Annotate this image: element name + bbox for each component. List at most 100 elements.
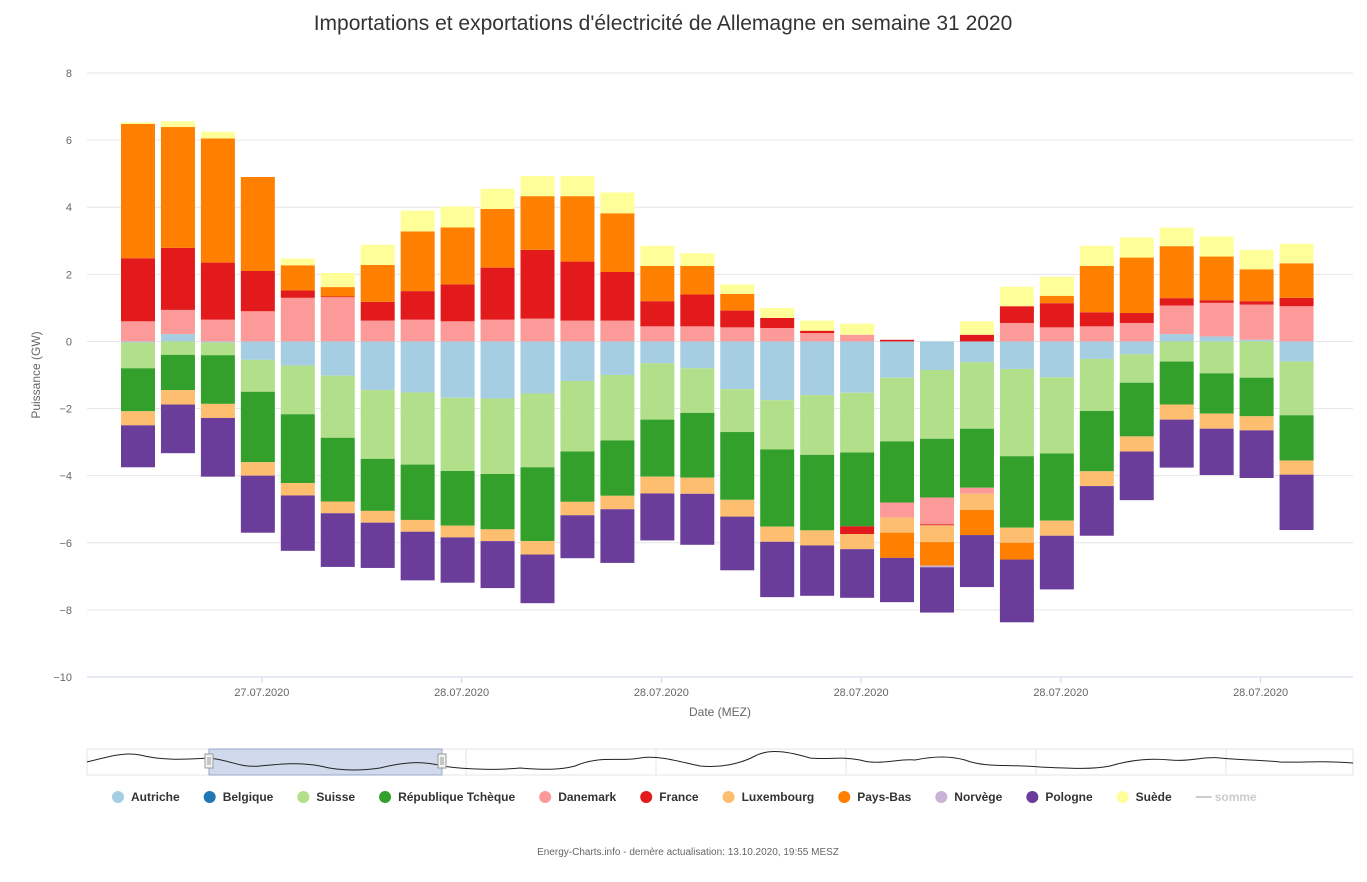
bar-segment-Pays-Bas[interactable] xyxy=(600,213,635,272)
legend-item-République Tchèque[interactable]: République Tchèque xyxy=(379,790,516,804)
bar-segment-République Tchèque[interactable] xyxy=(320,437,355,502)
bar-segment-Pologne[interactable] xyxy=(520,554,555,604)
bar-segment-Autriche[interactable] xyxy=(160,334,195,342)
bar-segment-Luxembourg[interactable] xyxy=(800,530,835,546)
legend-item-Belgique[interactable]: Belgique xyxy=(203,790,274,804)
bar-segment-Norvège[interactable] xyxy=(920,565,954,568)
bar-segment-France[interactable] xyxy=(440,284,475,322)
bar-segment-Suisse[interactable] xyxy=(400,392,435,465)
bar-segment-France[interactable] xyxy=(400,291,435,320)
bar-segment-Luxembourg[interactable] xyxy=(680,477,715,494)
bar-segment-République Tchèque[interactable] xyxy=(121,368,155,412)
bar-segment-République Tchèque[interactable] xyxy=(280,414,315,484)
bar-segment-Danemark[interactable] xyxy=(200,319,235,342)
bar-segment-Pays-Bas[interactable] xyxy=(680,265,715,295)
bar-segment-République Tchèque[interactable] xyxy=(720,432,755,500)
bar-segment-Luxembourg[interactable] xyxy=(1159,404,1194,420)
bar-segment-République Tchèque[interactable] xyxy=(240,391,275,463)
bar-segment-France[interactable] xyxy=(680,294,715,327)
bar-segment-Pologne[interactable] xyxy=(1079,486,1114,536)
bar-segment-Pays-Bas[interactable] xyxy=(720,293,755,311)
bar-segment-Suède[interactable] xyxy=(480,188,515,209)
bar-segment-Danemark[interactable] xyxy=(760,328,795,342)
bar-segment-Suisse[interactable] xyxy=(999,368,1034,457)
bar-segment-Autriche[interactable] xyxy=(280,341,315,366)
bar-segment-Suisse[interactable] xyxy=(1119,354,1154,383)
bar-segment-République Tchèque[interactable] xyxy=(880,441,915,503)
legend-item-Pologne[interactable]: Pologne xyxy=(1026,790,1093,804)
bar-segment-Suède[interactable] xyxy=(121,122,155,125)
bar-segment-Danemark[interactable] xyxy=(480,319,515,342)
bar-segment-Luxembourg[interactable] xyxy=(1279,460,1314,475)
bar-segment-République Tchèque[interactable] xyxy=(560,451,595,502)
bar-segment-Danemark[interactable] xyxy=(240,311,275,342)
bar-segment-Danemark[interactable] xyxy=(1159,305,1194,335)
bar-segment-Suède[interactable] xyxy=(160,121,195,128)
legend-item-Danemark[interactable]: Danemark xyxy=(539,790,617,804)
legend-item-France[interactable]: France xyxy=(640,790,699,804)
bar-segment-Suisse[interactable] xyxy=(280,365,315,415)
bar-segment-Autriche[interactable] xyxy=(840,341,875,393)
bar-segment-Pays-Bas[interactable] xyxy=(880,532,915,558)
bar-segment-Danemark[interactable] xyxy=(1199,302,1234,337)
bar-segment-Suisse[interactable] xyxy=(959,362,994,429)
bar-segment-République Tchèque[interactable] xyxy=(480,473,515,530)
bar-segment-France[interactable] xyxy=(1079,312,1114,327)
bar-segment-Suisse[interactable] xyxy=(880,377,915,442)
bar-segment-Suède[interactable] xyxy=(640,245,675,266)
bar-segment-Pologne[interactable] xyxy=(800,545,835,596)
bar-segment-Pays-Bas[interactable] xyxy=(920,542,954,566)
bar-segment-France[interactable] xyxy=(1199,300,1234,303)
bar-segment-Pays-Bas[interactable] xyxy=(1199,256,1234,301)
bar-segment-Luxembourg[interactable] xyxy=(240,462,275,476)
bar-segment-Pologne[interactable] xyxy=(999,559,1034,623)
bar-segment-France[interactable] xyxy=(560,261,595,321)
bar-segment-France[interactable] xyxy=(800,330,835,334)
bar-segment-Suisse[interactable] xyxy=(680,368,715,413)
bar-segment-Suisse[interactable] xyxy=(920,369,954,439)
bar-segment-France[interactable] xyxy=(200,262,235,320)
bar-segment-Suède[interactable] xyxy=(1039,276,1074,296)
bar-segment-Suède[interactable] xyxy=(840,323,875,335)
bar-segment-Pays-Bas[interactable] xyxy=(1079,265,1114,313)
bar-segment-Suisse[interactable] xyxy=(720,389,755,433)
bar-segment-Pologne[interactable] xyxy=(1279,474,1314,531)
bar-segment-Pologne[interactable] xyxy=(1199,428,1234,475)
bar-segment-République Tchèque[interactable] xyxy=(1079,410,1114,472)
bar-segment-Suisse[interactable] xyxy=(1239,341,1274,378)
bar-segment-République Tchèque[interactable] xyxy=(640,419,675,477)
bar-segment-Luxembourg[interactable] xyxy=(320,501,355,514)
bar-segment-France[interactable] xyxy=(480,267,515,320)
bar-segment-République Tchèque[interactable] xyxy=(160,354,195,391)
bar-segment-Pologne[interactable] xyxy=(760,541,795,598)
bar-segment-Suisse[interactable] xyxy=(1199,341,1234,374)
bar-segment-Pologne[interactable] xyxy=(280,495,315,551)
bar-segment-République Tchèque[interactable] xyxy=(800,454,835,531)
bar-segment-Pologne[interactable] xyxy=(1039,535,1074,590)
bar-segment-Suisse[interactable] xyxy=(840,392,875,453)
bar-segment-République Tchèque[interactable] xyxy=(1279,415,1314,461)
bar-segment-Autriche[interactable] xyxy=(1279,341,1314,362)
bar-segment-Pays-Bas[interactable] xyxy=(160,127,195,248)
bar-segment-France[interactable] xyxy=(1159,298,1194,306)
bar-segment-Suisse[interactable] xyxy=(1079,358,1114,411)
bar-segment-Luxembourg[interactable] xyxy=(200,403,235,418)
bar-segment-Autriche[interactable] xyxy=(520,341,555,394)
bar-segment-Pays-Bas[interactable] xyxy=(560,196,595,262)
bar-segment-Suède[interactable] xyxy=(320,272,355,288)
bar-segment-Autriche[interactable] xyxy=(121,341,155,343)
bar-segment-Suède[interactable] xyxy=(959,321,994,335)
bar-segment-Luxembourg[interactable] xyxy=(959,493,994,510)
bar-segment-Luxembourg[interactable] xyxy=(720,499,755,517)
bar-segment-Pologne[interactable] xyxy=(920,567,954,613)
bar-segment-Suisse[interactable] xyxy=(160,341,195,355)
legend-item-Suède[interactable]: Suède xyxy=(1116,790,1172,804)
bar-segment-Suisse[interactable] xyxy=(520,393,555,468)
bar-segment-République Tchèque[interactable] xyxy=(920,438,954,498)
bar-segment-Danemark[interactable] xyxy=(400,319,435,342)
bar-segment-Danemark[interactable] xyxy=(1239,304,1274,340)
bar-segment-Pologne[interactable] xyxy=(600,509,635,563)
bar-segment-Pologne[interactable] xyxy=(121,425,155,468)
bar-segment-Pologne[interactable] xyxy=(200,417,235,477)
bar-segment-Pologne[interactable] xyxy=(840,549,875,598)
